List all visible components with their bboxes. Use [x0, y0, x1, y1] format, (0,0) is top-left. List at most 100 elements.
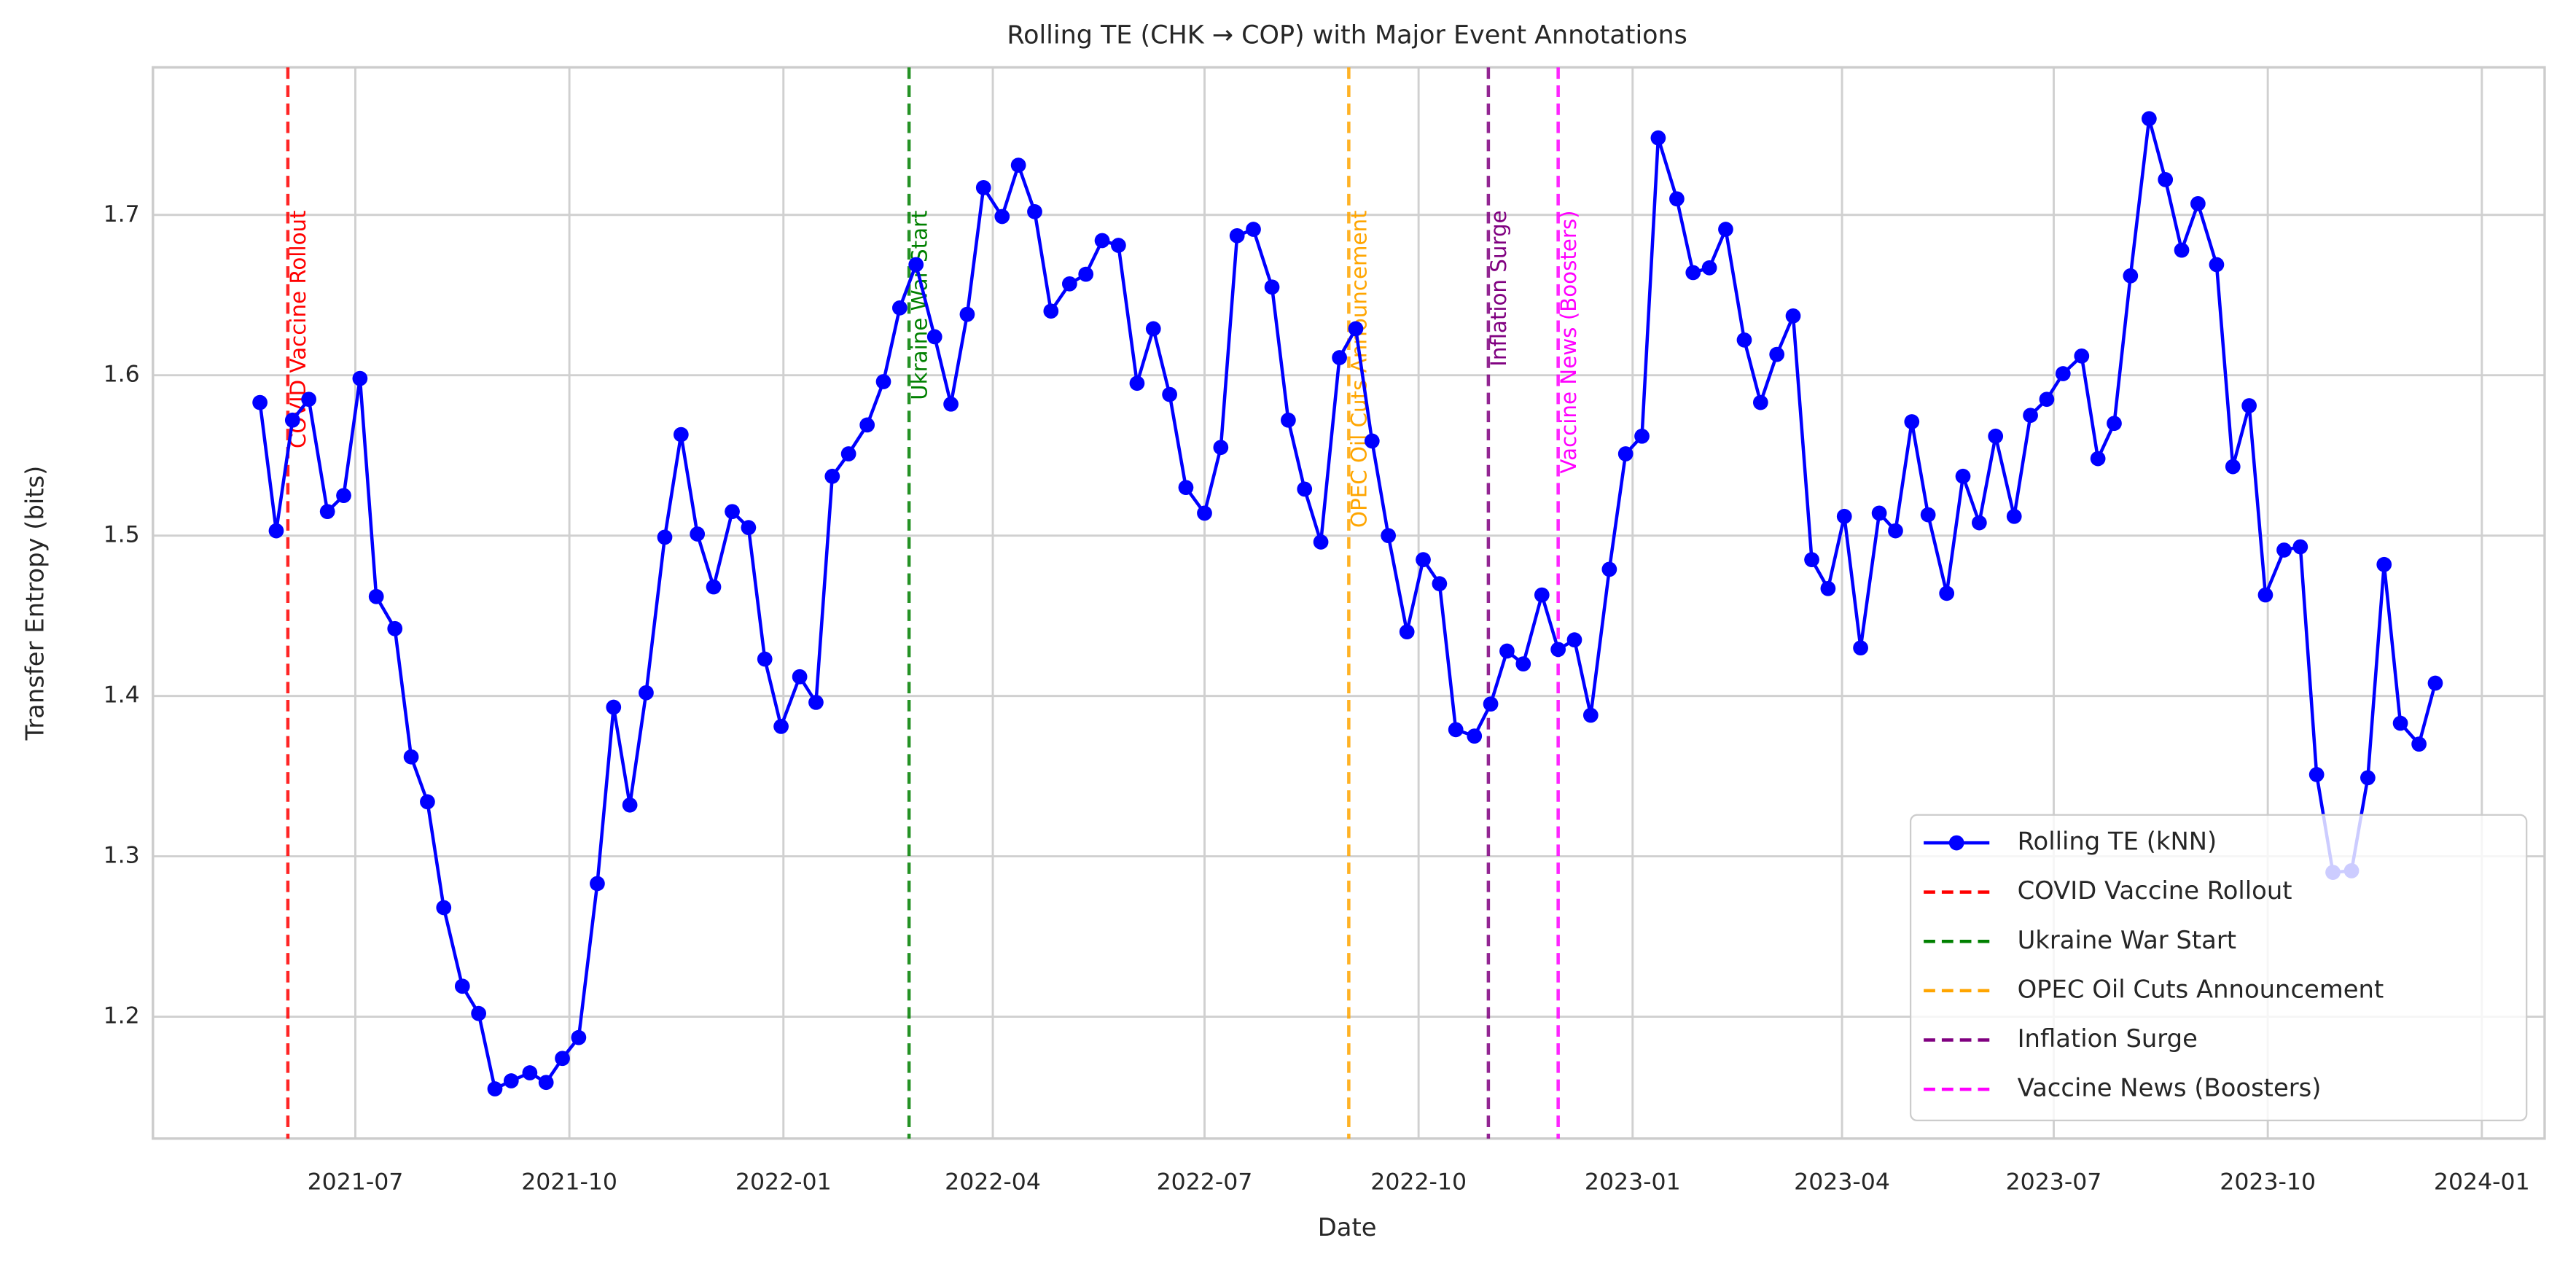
x-tick-label: 2022-01 — [735, 1169, 832, 1196]
data-point — [1515, 656, 1531, 672]
data-point — [522, 1065, 538, 1080]
data-point — [1736, 332, 1752, 348]
data-point — [891, 300, 908, 316]
x-axis-label: Date — [1318, 1213, 1377, 1242]
data-point — [2190, 195, 2206, 211]
data-point — [1617, 446, 1634, 461]
data-point — [1381, 528, 1397, 544]
data-point — [1550, 642, 1566, 658]
data-point — [420, 794, 435, 810]
data-point — [908, 257, 924, 273]
data-point — [471, 1005, 487, 1021]
data-point — [1669, 191, 1685, 207]
data-point — [1871, 505, 1887, 521]
data-point — [1820, 580, 1836, 596]
data-point — [1467, 728, 1483, 744]
data-point — [2123, 268, 2139, 284]
series-line — [258, 118, 2438, 1091]
data-point — [2257, 587, 2273, 603]
data-point — [2141, 111, 2157, 127]
data-point — [1197, 505, 1212, 521]
data-point — [2292, 539, 2308, 555]
y-tick-label: 1.3 — [104, 843, 140, 869]
data-point — [2411, 736, 2427, 752]
data-point — [336, 488, 351, 504]
data-point — [1955, 468, 1971, 484]
data-point — [639, 685, 654, 701]
grid — [152, 67, 2545, 1139]
data-point — [1483, 696, 1499, 712]
x-tick-label: 2023-10 — [2220, 1169, 2316, 1196]
data-point — [1399, 624, 1415, 640]
data-point — [387, 620, 403, 636]
legend-label: COVID Vaccine Rollout — [2018, 876, 2292, 905]
x-tick-label: 2023-07 — [2006, 1169, 2102, 1196]
data-point — [284, 412, 300, 428]
data-point — [2158, 172, 2174, 187]
x-tick-label: 2022-10 — [1370, 1169, 1467, 1196]
data-point — [1853, 640, 1868, 656]
data-point — [2241, 398, 2257, 413]
data-point — [1701, 260, 1717, 276]
data-point — [1246, 222, 1261, 237]
x-tick-label: 2023-04 — [1794, 1169, 1890, 1196]
y-tick-label: 1.2 — [104, 1003, 140, 1029]
data-point — [2023, 408, 2038, 424]
data-point — [1685, 265, 1701, 281]
data-point — [1094, 233, 1110, 249]
data-point — [487, 1081, 503, 1096]
event-annotation: OPEC Oil Cuts Announcement — [1347, 210, 1372, 528]
data-point — [757, 651, 773, 667]
x-tick-label: 2022-07 — [1157, 1169, 1253, 1196]
data-point — [1145, 321, 1161, 337]
data-point — [590, 876, 605, 892]
x-tick-label: 2023-01 — [1585, 1169, 1681, 1196]
data-point — [2039, 391, 2055, 408]
data-point — [1718, 222, 1733, 237]
data-point — [994, 209, 1010, 225]
data-point — [1988, 428, 2004, 444]
data-point — [859, 417, 875, 433]
data-point — [2427, 675, 2443, 691]
event-annotation: Inflation Surge — [1486, 210, 1511, 366]
data-point — [1601, 561, 1617, 577]
data-point — [555, 1051, 570, 1067]
data-point — [1313, 534, 1329, 550]
data-point — [773, 719, 789, 734]
data-point — [1650, 130, 1666, 146]
data-point — [1888, 523, 1903, 539]
data-point — [2225, 459, 2241, 475]
data-point — [741, 520, 757, 536]
data-point — [657, 529, 673, 545]
data-point — [571, 1029, 587, 1045]
x-tick-label: 2022-04 — [945, 1169, 1041, 1196]
legend-label: OPEC Oil Cuts Announcement — [2018, 975, 2384, 1003]
x-tick-label: 2021-07 — [308, 1169, 404, 1196]
data-point — [2006, 508, 2022, 524]
legend-label: Rolling TE (kNN) — [2018, 827, 2217, 856]
x-tick-label: 2021-10 — [521, 1169, 617, 1196]
data-point — [268, 523, 284, 539]
data-point — [1111, 238, 1126, 253]
y-tick-label: 1.6 — [104, 362, 140, 388]
data-point — [2209, 257, 2225, 273]
data-point — [1566, 632, 1582, 648]
data-point — [1297, 481, 1313, 497]
data-point — [1920, 507, 1936, 523]
legend-label: Inflation Surge — [2018, 1024, 2198, 1053]
data-point — [1634, 428, 1650, 444]
data-point — [2074, 348, 2090, 364]
data-point — [792, 669, 808, 685]
data-point — [1010, 157, 1026, 173]
data-point — [1432, 576, 1448, 592]
data-point — [606, 699, 622, 715]
data-point — [301, 391, 317, 408]
data-point — [1836, 508, 1852, 524]
data-point — [352, 370, 368, 386]
data-point — [1061, 276, 1077, 292]
data-point — [2090, 451, 2106, 467]
data-point — [824, 468, 840, 484]
data-point — [725, 504, 740, 520]
data-point — [1043, 303, 1059, 319]
